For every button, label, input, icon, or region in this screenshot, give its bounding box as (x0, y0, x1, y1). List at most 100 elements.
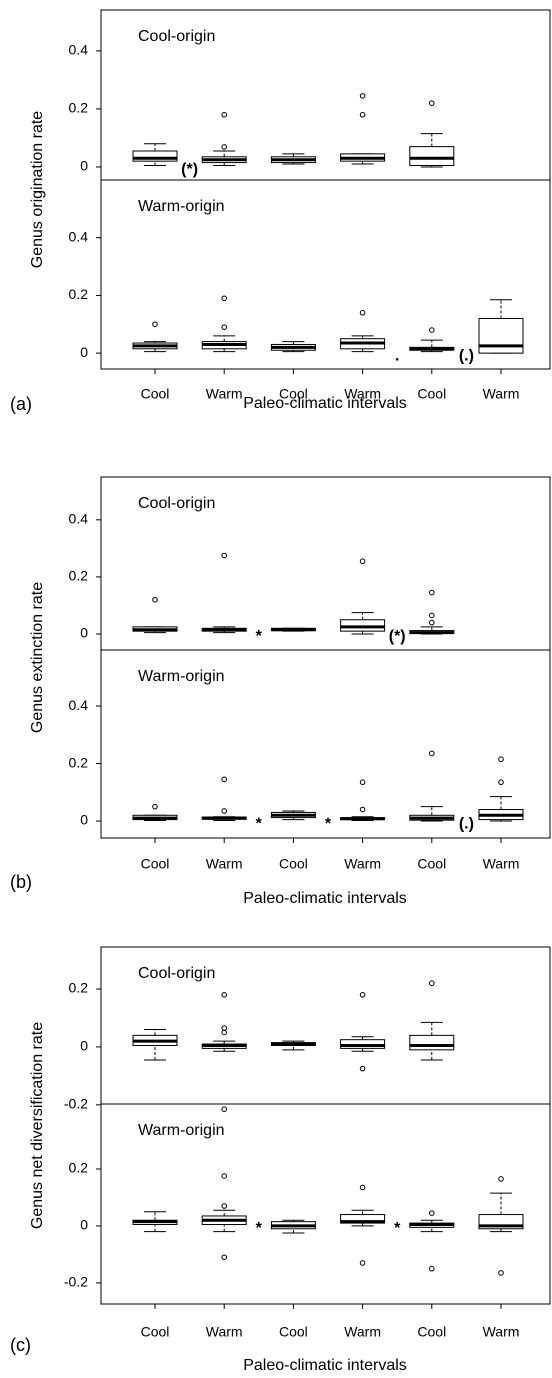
outlier (429, 100, 435, 106)
significance-marker: (*) (181, 161, 198, 178)
outlier (359, 1184, 366, 1191)
outlier (221, 1254, 227, 1261)
outlier (429, 619, 435, 626)
panel-title: Cool-origin (138, 965, 215, 982)
y-tick-label: 0 (80, 158, 88, 174)
x-tick-label: Cool (417, 856, 446, 872)
y-tick-label: 0 (80, 344, 88, 360)
outlier (359, 111, 366, 118)
significance-marker: * (325, 815, 332, 832)
outlier (429, 612, 435, 619)
box (478, 318, 524, 354)
y-tick-label: 0.4 (69, 511, 89, 527)
x-tick-label: Warm (483, 386, 520, 402)
x-tick-label: Warm (483, 1324, 520, 1340)
x-axis-label: Paleo-climatic intervals (243, 1357, 407, 1374)
outlier (152, 803, 158, 810)
outlier (221, 111, 227, 118)
outlier (429, 327, 435, 333)
outlier (152, 321, 158, 328)
outlier (221, 991, 227, 998)
significance-marker: * (394, 1220, 401, 1237)
y-tick-label: 0.4 (69, 697, 89, 713)
outlier (429, 1210, 435, 1216)
y-tick-label: 0.2 (69, 286, 89, 302)
y-axis-label: Genus extinction rate (29, 582, 46, 733)
panel-title: Cool-origin (138, 495, 215, 512)
plot-frame (100, 946, 551, 1305)
outlier (221, 324, 227, 330)
y-tick-label: -0.2 (64, 1274, 88, 1290)
outlier (359, 558, 366, 565)
x-tick-label: Cool (141, 1324, 170, 1340)
box (132, 150, 178, 162)
x-tick-label: Warm (206, 386, 243, 402)
x-axis-label: Paleo-climatic intervals (243, 395, 407, 412)
significance-marker: . (395, 347, 399, 364)
panel-title: Cool-origin (138, 28, 215, 45)
panel-title: Warm-origin (138, 1122, 225, 1139)
outlier (359, 1260, 366, 1266)
outlier (221, 1106, 227, 1113)
outlier (498, 1176, 504, 1182)
x-tick-label: Cool (417, 1324, 446, 1340)
y-tick-label: 0.2 (69, 980, 89, 996)
y-tick-label: 0 (80, 812, 88, 828)
outlier (221, 295, 227, 302)
plot-frame (100, 9, 551, 370)
y-tick-label: 0 (80, 625, 88, 641)
significance-marker: * (256, 1220, 263, 1237)
y-tick-label: 0.4 (69, 228, 89, 244)
y-tick-label: 0.4 (69, 42, 89, 58)
x-tick-label: Cool (141, 856, 170, 872)
significance-marker: (.) (459, 815, 474, 832)
y-tick-label: 0 (80, 1217, 88, 1233)
outlier (498, 779, 504, 786)
x-tick-label: Cool (141, 386, 170, 402)
panel-label: (b) (10, 872, 32, 892)
x-tick-label: Warm (344, 386, 381, 402)
y-tick-label: 0.2 (69, 568, 89, 584)
x-tick-label: Cool (417, 386, 446, 402)
outlier (221, 808, 227, 814)
y-tick-label: 0.2 (69, 100, 89, 116)
panel-title: Warm-origin (138, 198, 225, 215)
significance-marker: * (256, 628, 263, 645)
x-tick-label: Warm (206, 1324, 243, 1340)
outlier (359, 1065, 366, 1072)
panel-label: (a) (10, 394, 32, 414)
x-tick-label: Warm (344, 856, 381, 872)
outlier (429, 750, 435, 757)
outlier (221, 1173, 227, 1179)
significance-marker: (*) (389, 628, 406, 645)
outlier (359, 991, 366, 998)
outlier (429, 980, 435, 987)
x-axis-label: Paleo-climatic intervals (243, 890, 407, 907)
panel-title: Warm-origin (138, 668, 225, 685)
x-tick-label: Warm (206, 856, 243, 872)
outlier (498, 1270, 504, 1276)
panel-label: (c) (10, 1335, 31, 1355)
y-tick-label: -0.2 (64, 1096, 88, 1112)
outlier (498, 756, 504, 763)
x-tick-label: Warm (344, 1324, 381, 1340)
y-axis-label: Genus net diversification rate (29, 1022, 46, 1229)
significance-marker: * (256, 815, 263, 832)
y-tick-label: 0.2 (69, 1160, 89, 1176)
outlier (359, 309, 366, 316)
outlier (429, 1265, 435, 1272)
x-tick-label: Cool (279, 386, 308, 402)
outlier (429, 589, 435, 596)
outlier (221, 776, 227, 783)
box (409, 146, 455, 166)
outlier (221, 552, 227, 559)
outlier (152, 596, 158, 603)
x-tick-label: Cool (279, 1324, 308, 1340)
significance-marker: (.) (459, 347, 474, 364)
x-tick-label: Cool (279, 856, 308, 872)
box (409, 1034, 455, 1051)
outlier (221, 144, 227, 150)
outlier (359, 806, 366, 813)
